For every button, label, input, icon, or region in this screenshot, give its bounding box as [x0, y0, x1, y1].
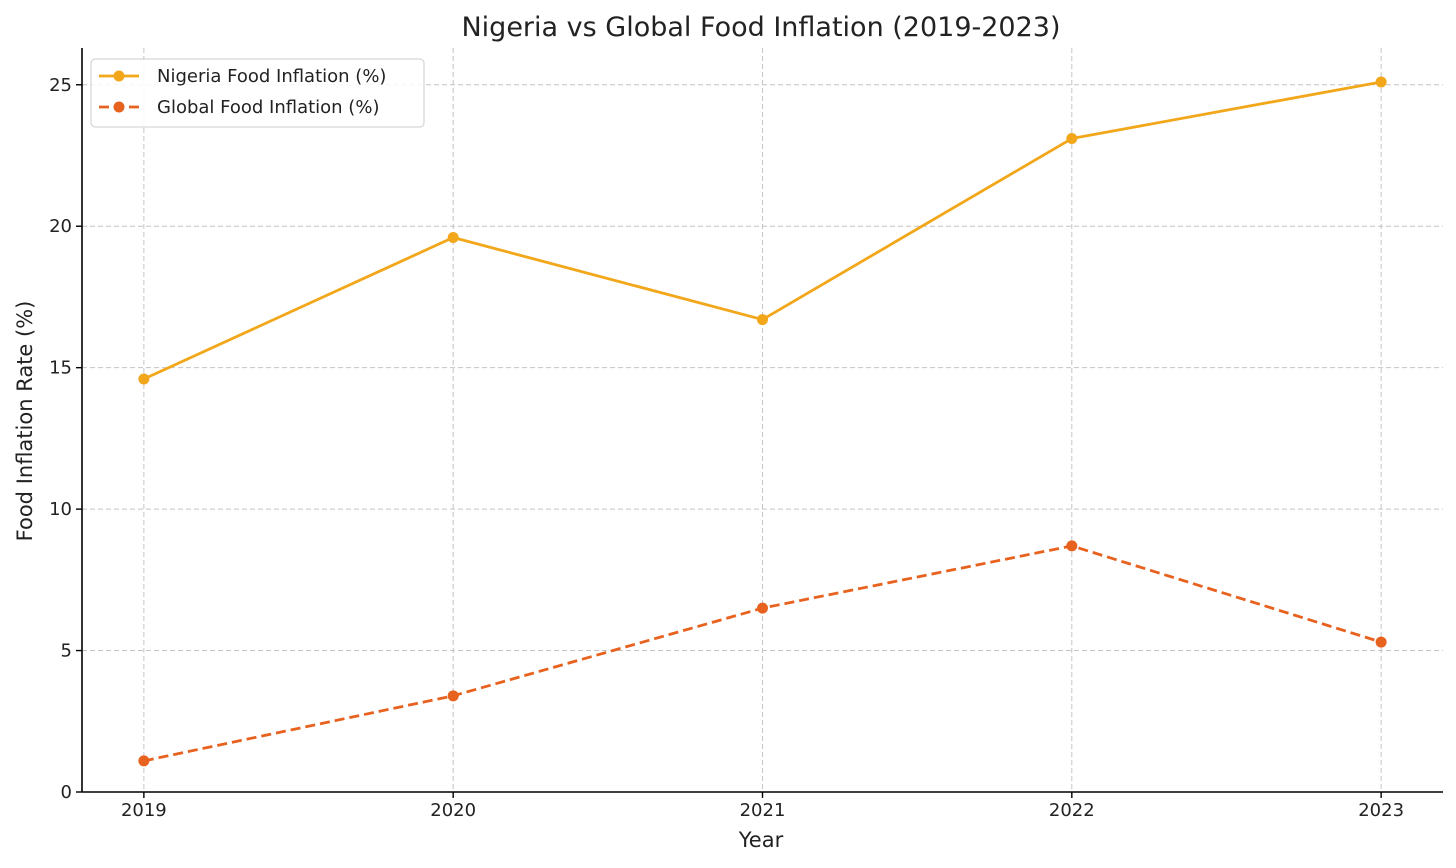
series — [138, 76, 1387, 767]
x-tick-label: 2020 — [430, 800, 476, 821]
x-tick-label: 2023 — [1358, 800, 1404, 821]
data-point — [138, 755, 150, 767]
legend-label-nigeria: Nigeria Food Inflation (%) — [157, 66, 386, 87]
x-tick-label: 2022 — [1049, 800, 1095, 821]
data-point — [447, 232, 459, 244]
data-point — [1375, 76, 1387, 88]
data-point — [757, 314, 768, 326]
legend-box — [90, 58, 425, 128]
data-point — [757, 602, 768, 614]
x-axis-label: Year — [738, 828, 784, 852]
legend: Nigeria Food Inflation (%) Global Food I… — [90, 58, 425, 128]
tick-labels: 0 5 10 15 20 25 2019 2020 2021 2022 2023 — [49, 75, 1404, 821]
chart-title: Nigeria vs Global Food Inflation (2019-2… — [461, 12, 1060, 43]
y-axis-label: Food Inflation Rate (%) — [13, 301, 37, 542]
legend-marker-global — [113, 101, 125, 113]
x-tick-label: 2021 — [740, 800, 786, 821]
y-tick-label: 0 — [61, 782, 72, 803]
y-tick-label: 15 — [49, 358, 72, 379]
x-tick-label: 2019 — [121, 800, 167, 821]
data-point — [1066, 133, 1078, 145]
data-point — [1066, 540, 1078, 552]
data-point — [447, 690, 459, 702]
y-tick-label: 25 — [49, 75, 72, 96]
legend-marker-nigeria — [113, 70, 125, 82]
legend-label-global: Global Food Inflation (%) — [157, 97, 379, 118]
data-point — [1375, 636, 1387, 648]
grid — [82, 48, 1443, 792]
y-tick-label: 5 — [61, 641, 72, 662]
y-tick-label: 10 — [49, 499, 72, 520]
y-tick-label: 20 — [49, 216, 72, 237]
data-point — [138, 373, 150, 385]
